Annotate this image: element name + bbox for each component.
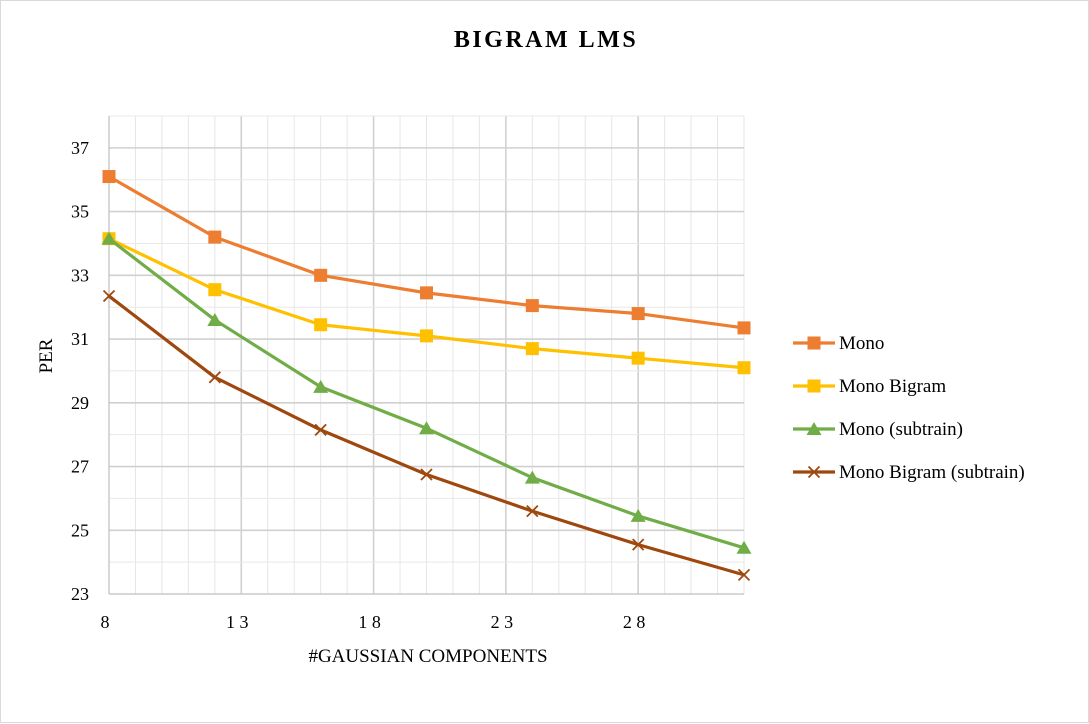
x-axis-title: #GAUSSIAN COMPONENTS [308,646,547,667]
data-point [737,321,751,335]
legend-label: Mono Bigram (subtrain) [839,462,1025,483]
legend-label: Mono (subtrain) [839,419,963,440]
data-point [737,568,751,582]
data-point [208,371,221,384]
data-point [101,231,117,245]
series-layer [101,170,752,582]
data-point [419,421,434,435]
x-tick-label: 1 8 [358,612,381,632]
data-point [208,230,222,244]
y-tick-label: 37 [71,138,89,158]
y-tick-label: 25 [71,520,89,540]
y-tick-label: 31 [71,329,89,349]
y-tick-label: 23 [71,584,89,604]
legend-marker [807,379,821,393]
x-tick-label: 2 8 [623,612,646,632]
data-point [420,286,433,300]
legend-label: Mono [839,333,884,354]
data-point [736,540,752,554]
data-point [102,170,116,184]
y-axis-title: PER [36,338,57,373]
axes: 23 25 27 29 31 33 35 37 8 1 3 1 8 2 3 2 8 [71,116,744,632]
y-tick-label: 35 [71,202,89,222]
data-point [525,342,539,356]
data-point [420,329,433,343]
data-point [737,361,751,375]
legend-marker [807,336,821,350]
data-point [631,307,645,321]
x-tick-label: 1 3 [226,612,249,632]
data-point [631,351,645,365]
legend-label: Mono Bigram [839,376,946,397]
data-point [524,470,540,484]
legend-marker [806,422,822,435]
legend-marker [807,465,821,479]
y-tick-label: 29 [71,393,89,413]
data-point [207,312,223,326]
data-point [526,505,539,518]
data-point [102,289,116,303]
data-point [208,283,222,297]
data-point [630,508,646,522]
data-point [314,423,327,437]
data-point [314,318,328,332]
data-point [420,468,433,481]
data-point [525,299,539,313]
data-point [313,379,329,393]
grid-lines [109,115,745,594]
x-tick-label: 8 [101,612,110,632]
data-point [314,268,328,282]
data-point [632,538,645,551]
chart-title: BIGRAM LMS [454,27,638,53]
x-tick-label: 2 3 [491,612,514,632]
legend: Mono Mono Bigram Mono (subtrain) Mono Bigra… [793,333,1025,483]
y-tick-label: 27 [71,457,89,477]
y-tick-label: 33 [71,265,89,285]
